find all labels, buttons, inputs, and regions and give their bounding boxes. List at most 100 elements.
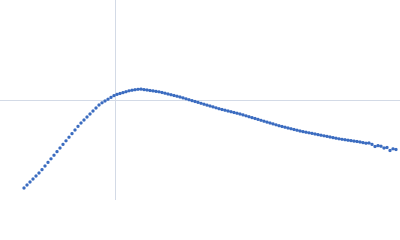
data-point bbox=[358, 140, 362, 144]
data-point bbox=[271, 122, 275, 126]
data-point bbox=[106, 97, 110, 101]
data-point bbox=[262, 119, 266, 123]
data-point bbox=[232, 110, 236, 115]
data-point bbox=[220, 107, 224, 112]
data-point bbox=[331, 136, 335, 140]
data-point bbox=[124, 90, 128, 94]
data-point bbox=[394, 147, 398, 152]
data-point bbox=[325, 134, 329, 138]
data-point bbox=[22, 186, 26, 190]
data-point bbox=[382, 146, 386, 150]
data-point bbox=[100, 101, 104, 105]
data-point bbox=[373, 144, 377, 149]
data-point bbox=[283, 125, 287, 129]
data-point bbox=[67, 135, 71, 139]
data-point bbox=[307, 131, 311, 135]
data-point bbox=[202, 102, 206, 106]
data-point bbox=[244, 114, 248, 118]
data-point bbox=[379, 144, 383, 148]
data-point bbox=[175, 94, 179, 98]
data-point bbox=[259, 118, 263, 122]
data-point bbox=[121, 91, 125, 95]
data-point bbox=[40, 168, 44, 172]
data-point bbox=[298, 129, 302, 133]
data-point bbox=[49, 157, 53, 161]
data-point bbox=[109, 95, 113, 99]
data-point bbox=[160, 90, 164, 95]
data-point bbox=[46, 160, 50, 164]
data-point bbox=[292, 127, 296, 132]
data-point bbox=[34, 174, 38, 178]
data-point bbox=[238, 112, 242, 116]
data-point bbox=[145, 88, 149, 92]
data-point bbox=[223, 108, 227, 112]
data-point bbox=[289, 127, 293, 131]
data-point bbox=[364, 141, 368, 145]
data-point bbox=[58, 146, 62, 150]
data-point bbox=[388, 148, 392, 153]
data-point bbox=[184, 97, 188, 101]
data-point bbox=[172, 93, 176, 98]
data-point bbox=[31, 177, 35, 181]
data-point bbox=[73, 128, 77, 132]
data-point bbox=[340, 137, 344, 141]
data-point bbox=[154, 89, 158, 93]
data-point bbox=[133, 88, 137, 92]
data-point bbox=[361, 141, 365, 145]
data-point bbox=[115, 92, 119, 96]
data-point bbox=[64, 139, 68, 143]
data-point bbox=[217, 107, 221, 111]
data-point bbox=[256, 117, 260, 121]
data-point bbox=[319, 133, 323, 137]
data-point bbox=[85, 115, 89, 119]
data-point bbox=[25, 183, 29, 187]
data-point bbox=[328, 135, 332, 139]
data-point bbox=[274, 123, 278, 127]
data-point bbox=[142, 88, 146, 92]
data-point bbox=[337, 137, 341, 141]
data-point bbox=[235, 111, 239, 115]
data-point bbox=[277, 124, 281, 128]
data-point bbox=[205, 103, 209, 107]
data-point bbox=[391, 147, 395, 151]
data-point bbox=[70, 132, 74, 136]
data-point bbox=[55, 150, 59, 154]
data-point bbox=[61, 142, 65, 146]
data-point bbox=[352, 139, 356, 143]
data-point bbox=[127, 89, 131, 93]
data-point bbox=[52, 153, 56, 157]
data-point bbox=[166, 92, 170, 96]
data-point bbox=[265, 120, 269, 124]
data-point bbox=[148, 88, 152, 93]
data-point bbox=[376, 144, 380, 148]
data-point bbox=[334, 136, 338, 140]
data-point bbox=[253, 116, 257, 121]
data-point bbox=[28, 180, 32, 184]
data-point bbox=[187, 98, 191, 102]
data-point bbox=[88, 112, 92, 116]
data-point bbox=[304, 130, 308, 134]
data-point bbox=[346, 138, 350, 142]
data-point bbox=[229, 110, 233, 114]
chart bbox=[0, 0, 400, 200]
data-point bbox=[97, 103, 101, 107]
data-point bbox=[250, 116, 254, 120]
data-point bbox=[43, 164, 47, 168]
data-point bbox=[196, 100, 200, 104]
data-point bbox=[367, 141, 371, 145]
data-point bbox=[280, 124, 284, 129]
data-point bbox=[118, 91, 122, 96]
data-point bbox=[94, 106, 98, 110]
data-point bbox=[91, 109, 95, 113]
data-point bbox=[268, 121, 272, 125]
data-point bbox=[193, 99, 197, 104]
data-point bbox=[103, 99, 107, 103]
data-point bbox=[139, 87, 143, 91]
data-point bbox=[241, 113, 245, 117]
data-point bbox=[151, 89, 155, 93]
data-point bbox=[355, 139, 359, 144]
data-point bbox=[211, 105, 215, 109]
data-point bbox=[82, 118, 86, 122]
data-point bbox=[226, 109, 230, 113]
data-point bbox=[214, 106, 218, 110]
